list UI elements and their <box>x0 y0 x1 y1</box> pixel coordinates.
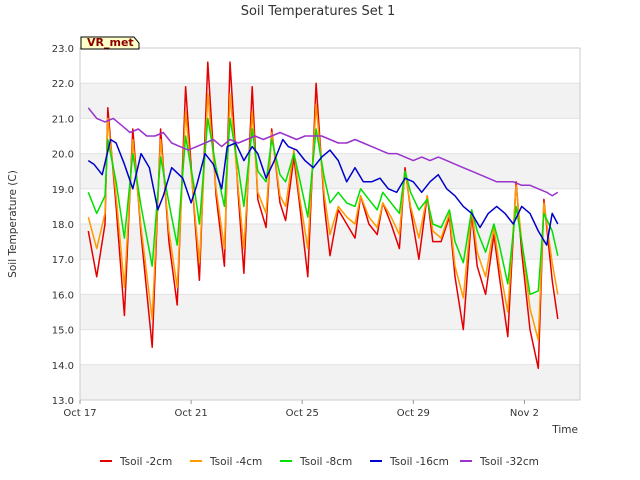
badge-label: VR_met <box>87 36 134 49</box>
series-line-tsoil-8cm <box>87 117 559 296</box>
x-tick-label: Oct 25 <box>286 408 319 419</box>
badge-shape <box>80 36 140 50</box>
y-tick-label: 18.0 <box>52 220 74 231</box>
plot-band <box>80 153 580 189</box>
plot-band <box>80 364 580 400</box>
y-tick-label: 15.0 <box>52 326 74 337</box>
legend-label: Tsoil -2cm <box>119 456 172 468</box>
y-tick-label: 17.0 <box>52 255 74 266</box>
chart-title: Soil Temperatures Set 1 <box>241 4 396 19</box>
y-axis-label: Soil Temperature (C) <box>7 170 19 278</box>
plot-area-border <box>79 47 581 401</box>
legend: Tsoil -2cm Tsoil -4cm Tsoil -8cm Tsoil -16c… <box>100 456 539 468</box>
x-tick-label: Oct 21 <box>175 408 208 419</box>
vr-met-badge: VR_met <box>80 36 140 50</box>
x-axis-label: Time <box>551 424 578 436</box>
y-tick-label: 16.0 <box>52 290 74 301</box>
plot-band <box>80 83 580 119</box>
series-line-tsoil-16cm <box>87 138 559 246</box>
series-line-tsoil-2cm <box>87 61 559 370</box>
legend-label: Tsoil -32cm <box>479 456 539 468</box>
y-tick-label: 19.0 <box>52 185 74 196</box>
x-tick-label: Oct 29 <box>397 408 430 419</box>
series-line-tsoil-32cm <box>87 107 559 197</box>
y-tick-label: 23.0 <box>52 44 74 55</box>
legend-label: Tsoil -8cm <box>299 456 352 468</box>
legend-label: Tsoil -16cm <box>389 456 449 468</box>
y-tick-label: 13.0 <box>52 396 74 407</box>
x-tick-label: Oct 17 <box>63 408 96 419</box>
plot-band <box>80 48 580 84</box>
y-axis-ticks: 13.0 14.0 15.0 16.0 17.0 18.0 19.0 20.0 21.0 22.0… <box>52 44 74 407</box>
y-tick-label: 22.0 <box>52 79 74 90</box>
series-line-tsoil-4cm <box>87 93 559 341</box>
legend-label: Tsoil -4cm <box>209 456 262 468</box>
plot-band <box>80 118 580 154</box>
series-lines <box>87 61 559 370</box>
plot-band <box>80 329 580 365</box>
y-tick-label: 21.0 <box>52 114 74 125</box>
plot-band <box>80 259 580 295</box>
y-tick-label: 20.0 <box>52 150 74 161</box>
y-tick-label: 14.0 <box>52 361 74 372</box>
plot-band <box>80 294 580 330</box>
x-axis-ticks: Oct 17 Oct 21 Oct 25 Oct 29 Nov 2 <box>63 400 539 419</box>
x-tick-label: Nov 2 <box>510 408 539 419</box>
